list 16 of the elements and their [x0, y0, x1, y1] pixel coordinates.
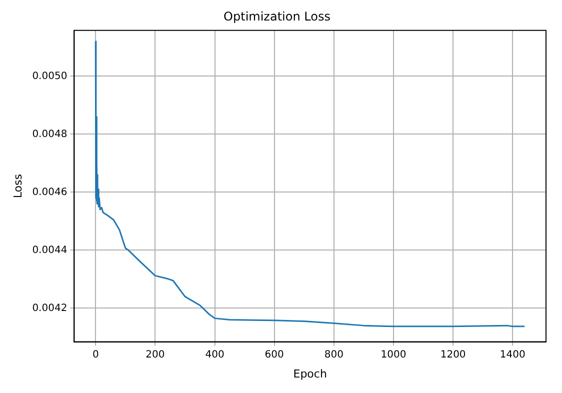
x-tick-label: 200 — [146, 349, 165, 360]
y-tick-label: 0.0044 — [32, 244, 68, 256]
y-axis-title: Loss — [11, 174, 24, 198]
y-tick-label: 0.0048 — [32, 128, 68, 140]
x-axis-title: Epoch — [293, 367, 327, 380]
y-tick-label: 0.0042 — [32, 302, 68, 314]
x-tick-label: 1200 — [440, 349, 466, 360]
chart-title: Optimization Loss — [224, 9, 330, 24]
x-tick-label: 600 — [264, 349, 284, 360]
y-tick-label: 0.0050 — [32, 70, 68, 82]
x-tick-label: 1400 — [500, 349, 526, 360]
x-tick-label: 800 — [324, 349, 344, 360]
y-tick-label: 0.0046 — [32, 186, 68, 198]
x-tick-label: 400 — [205, 349, 224, 360]
x-tick-label: 0 — [92, 349, 99, 360]
x-tick-label: 1000 — [380, 349, 406, 360]
